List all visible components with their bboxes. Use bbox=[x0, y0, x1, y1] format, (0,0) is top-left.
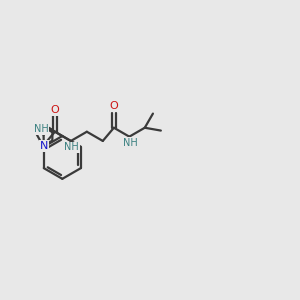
Text: N: N bbox=[40, 141, 48, 151]
Text: NH: NH bbox=[34, 124, 49, 134]
Text: NH: NH bbox=[122, 138, 137, 148]
Text: NH: NH bbox=[64, 142, 79, 152]
Text: O: O bbox=[110, 101, 118, 111]
Text: O: O bbox=[50, 105, 59, 115]
